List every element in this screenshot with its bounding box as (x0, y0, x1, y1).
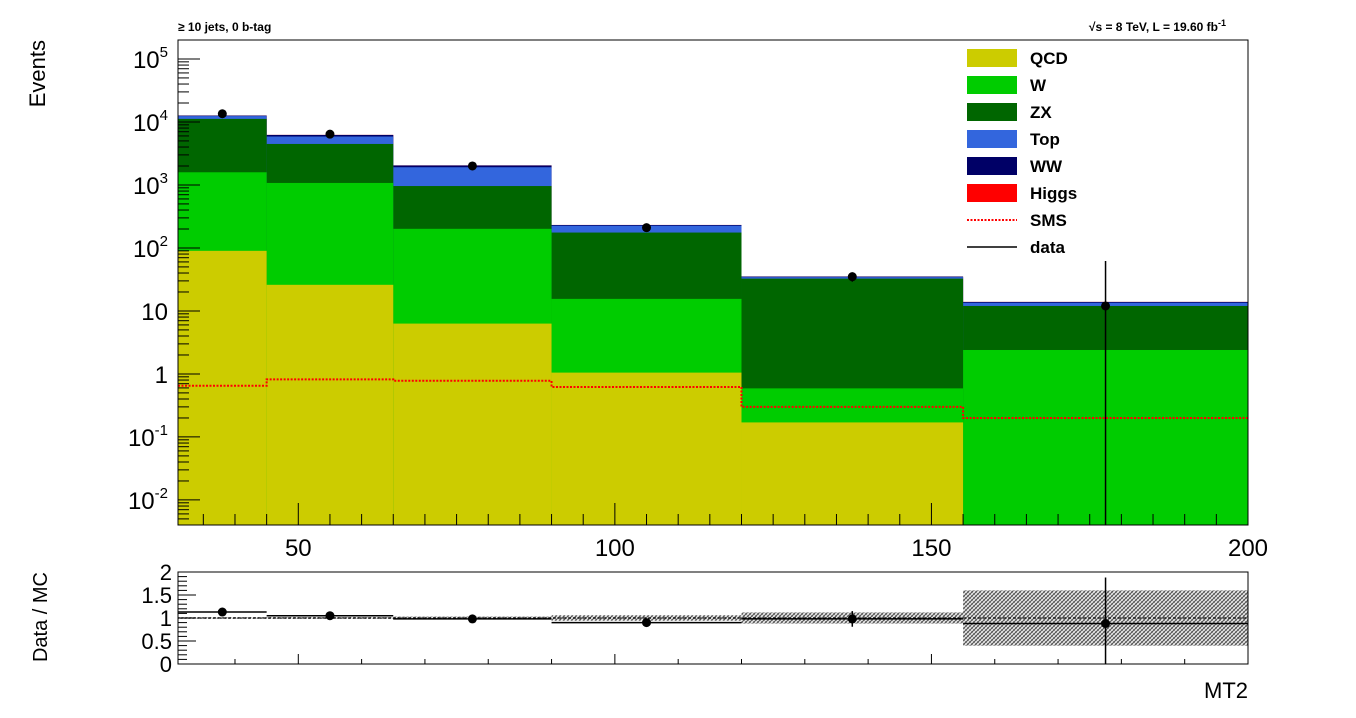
bar-qcd-4 (741, 422, 964, 525)
sms-line (178, 378, 1248, 419)
y-axis-label: Events (25, 40, 50, 107)
ratio-mc-uncertainty-0 (178, 617, 267, 619)
x-tick-label: 150 (911, 535, 951, 562)
legend-label-ww: WW (1030, 157, 1063, 176)
ratio-content (178, 577, 1248, 664)
ratio-point-2 (467, 614, 477, 624)
ratio-x-axis (234, 654, 1249, 664)
y-tick-label: 102 (133, 233, 168, 263)
chart-title-right-main: √s = 8 TeV, L = 19.60 fb (1089, 20, 1218, 34)
data-point-5 (1101, 301, 1111, 311)
bar-qcd-0 (178, 250, 267, 526)
chart-title-right-sup: -1 (1218, 18, 1226, 28)
data-point-0 (217, 109, 227, 119)
legend-swatch-qcd (967, 49, 1017, 67)
legend-swatch-w (967, 76, 1017, 94)
legend-swatch-higgs (967, 184, 1017, 202)
data-point-4 (847, 272, 857, 282)
ratio-y-axis-label: Data / MC (30, 572, 52, 662)
data-points (217, 109, 1111, 525)
y-tick-label: 10-2 (128, 485, 168, 515)
y-tick-label: 10-1 (128, 422, 168, 452)
ratio-y-tick-label: 1.5 (141, 583, 172, 608)
main-frame (177, 39, 1249, 526)
legend-label-w: W (1030, 76, 1047, 95)
y-tick-label: 103 (133, 170, 168, 200)
legend: QCD W ZX Top WW Higgs SMS data (967, 49, 1077, 257)
legend-label-qcd: QCD (1030, 49, 1068, 68)
bar-qcd-3 (551, 372, 742, 525)
ratio-point-0 (217, 607, 227, 617)
legend-swatch-ww (967, 157, 1017, 175)
ratio-y-tick-label: 1 (160, 606, 172, 631)
ratio-y-tick-label: 0 (160, 652, 172, 677)
legend-label-sms: SMS (1030, 211, 1067, 230)
legend-label-zx: ZX (1030, 103, 1052, 122)
y-tick-label: 105 (133, 44, 168, 74)
y-tick-label: 104 (133, 107, 168, 137)
main-x-axis: 50 100 150 200 (202, 503, 1268, 562)
chart-title-right: √s = 8 TeV, L = 19.60 fb-1 (1089, 18, 1226, 34)
data-point-3 (642, 223, 652, 233)
legend-label-top: Top (1030, 130, 1060, 149)
sms-step-line (178, 378, 1248, 419)
ratio-point-5 (1101, 619, 1111, 629)
ratio-point-4 (847, 614, 857, 624)
ratio-mc-uncertainty-3 (551, 615, 742, 621)
ratio-point-3 (642, 618, 652, 628)
bar-qcd-2 (393, 323, 552, 525)
ratio-y-axis: 00.511.52 (141, 560, 196, 677)
ratio-point-1 (325, 611, 335, 621)
ratio-y-tick-label: 0.5 (141, 629, 172, 654)
chart-title-left: ≥ 10 jets, 0 b-tag (178, 20, 271, 34)
data-point-1 (325, 129, 335, 139)
bar-qcd-1 (266, 284, 394, 525)
x-tick-label: 100 (595, 535, 635, 562)
y-tick-label: 10 (141, 299, 168, 326)
legend-swatch-top (967, 130, 1017, 148)
x-tick-label: 50 (285, 535, 312, 562)
legend-label-higgs: Higgs (1030, 184, 1077, 203)
y-tick-label: 1 (155, 362, 168, 389)
ratio-y-tick-label: 2 (160, 560, 172, 585)
x-axis-label: MT2 (1204, 678, 1248, 703)
legend-label-data: data (1030, 238, 1066, 257)
legend-swatch-zx (967, 103, 1017, 121)
x-tick-label: 200 (1228, 535, 1268, 562)
data-point-2 (467, 161, 477, 171)
